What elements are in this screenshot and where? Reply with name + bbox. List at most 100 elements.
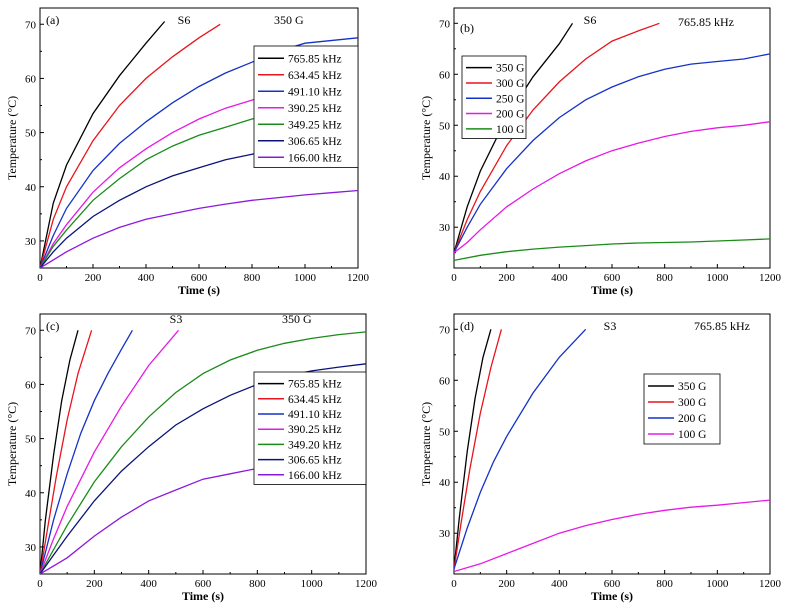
x-tick-label: 0 bbox=[451, 272, 457, 284]
legend-entry: 350 G bbox=[678, 381, 706, 393]
legend-entry: 100 G bbox=[496, 124, 524, 136]
legend-box bbox=[461, 55, 527, 139]
x-axis-label: Time (s) bbox=[182, 589, 224, 603]
y-tick-label: 60 bbox=[25, 379, 37, 391]
y-tick-label: 30 bbox=[25, 542, 37, 554]
x-tick-label: 400 bbox=[140, 578, 157, 590]
series-line-349-20-khz bbox=[40, 331, 366, 574]
x-tick-label: 0 bbox=[37, 272, 43, 284]
x-tick-label: 600 bbox=[604, 578, 621, 590]
legend-entry: 300 G bbox=[678, 397, 706, 409]
legend-entry: 166.00 kHz bbox=[288, 470, 342, 482]
legend-entry: 765.85 kHz bbox=[288, 379, 342, 391]
x-tick-label: 1200 bbox=[347, 272, 370, 284]
legend-entry: 491.10 kHz bbox=[288, 409, 342, 421]
x-tick-label: 600 bbox=[604, 272, 621, 284]
panel-label: (d) bbox=[460, 319, 474, 333]
y-tick-label: 70 bbox=[439, 324, 451, 336]
legend-entry: 200 G bbox=[678, 413, 706, 425]
legend-entry: 634.45 kHz bbox=[288, 394, 342, 406]
y-axis-label: Temperature (°C) bbox=[419, 96, 433, 180]
legend-box bbox=[253, 371, 367, 485]
x-tick-label: 1000 bbox=[294, 272, 317, 284]
y-tick-label: 70 bbox=[25, 325, 37, 337]
condition-label: 765.85 kHz bbox=[694, 319, 750, 333]
series-line-350-g bbox=[454, 329, 492, 569]
y-tick-label: 30 bbox=[439, 528, 451, 540]
x-tick-label: 800 bbox=[656, 272, 673, 284]
y-tick-label: 30 bbox=[25, 236, 37, 248]
legend-entry: 390.25 kHz bbox=[288, 424, 342, 436]
panel-label: (c) bbox=[46, 319, 59, 333]
x-tick-label: 400 bbox=[551, 272, 568, 284]
legend-entry: 300 G bbox=[496, 78, 524, 90]
condition-label: 350 G bbox=[274, 13, 304, 27]
legend-entry: 250 G bbox=[496, 93, 524, 105]
sample-label: S6 bbox=[178, 13, 191, 27]
legend-entry: 306.65 kHz bbox=[288, 455, 342, 467]
x-tick-label: 200 bbox=[498, 272, 515, 284]
y-tick-label: 50 bbox=[25, 434, 37, 446]
series-line-100-g bbox=[454, 238, 770, 262]
legend-entry: 491.10 kHz bbox=[288, 86, 342, 98]
legend-entry: 634.45 kHz bbox=[288, 70, 342, 82]
y-tick-label: 70 bbox=[25, 19, 37, 31]
x-tick-label: 600 bbox=[195, 578, 212, 590]
x-tick-label: 400 bbox=[551, 578, 568, 590]
legend-entry: 765.85 kHz bbox=[288, 53, 342, 65]
y-tick-label: 50 bbox=[439, 426, 451, 438]
condition-label: 350 G bbox=[282, 312, 312, 326]
series-line-166-00-khz bbox=[40, 189, 358, 268]
x-tick-label: 200 bbox=[85, 272, 102, 284]
x-tick-label: 800 bbox=[244, 272, 261, 284]
series-line-306-65-khz bbox=[40, 148, 279, 268]
legend-entry: 349.25 kHz bbox=[288, 119, 342, 131]
legend-entry: 100 G bbox=[678, 429, 706, 441]
panel-d: 0 200 400 600 800 1000 1200 30 40 50 60 70 Time (s) T… bbox=[419, 313, 782, 603]
panel-a: 0 200 400 600 800 1000 1200 30 40 50 60 70 Time (s) T… bbox=[5, 7, 370, 297]
y-tick-label: 70 bbox=[439, 18, 451, 30]
x-tick-label: 1000 bbox=[706, 272, 729, 284]
x-tick-label: 400 bbox=[138, 272, 155, 284]
y-axis-label: Temperature (°C) bbox=[419, 402, 433, 486]
series-line-390-25-khz bbox=[40, 329, 179, 574]
legend-entry: 349.20 kHz bbox=[288, 439, 342, 451]
legend-entry: 166.00 kHz bbox=[288, 152, 342, 164]
x-tick-label: 800 bbox=[249, 578, 266, 590]
series-line-300-g bbox=[454, 329, 503, 569]
panel-label: (a) bbox=[46, 13, 59, 27]
y-axis-label: Temperature (°C) bbox=[5, 402, 19, 486]
x-tick-label: 1200 bbox=[759, 578, 782, 590]
y-axis-label: Temperature (°C) bbox=[5, 96, 19, 180]
legend-entry: 306.65 kHz bbox=[288, 136, 342, 148]
y-tick-label: 40 bbox=[439, 171, 451, 183]
legend-entry: 350 G bbox=[496, 63, 524, 75]
y-tick-label: 40 bbox=[439, 477, 451, 489]
y-tick-label: 50 bbox=[439, 120, 451, 132]
x-axis-label: Time (s) bbox=[591, 283, 633, 297]
plot-frame bbox=[453, 313, 771, 575]
y-tick-label: 60 bbox=[439, 69, 451, 81]
x-tick-label: 0 bbox=[37, 578, 43, 590]
y-tick-label: 60 bbox=[25, 73, 37, 85]
x-tick-label: 200 bbox=[498, 578, 515, 590]
x-tick-label: 800 bbox=[656, 578, 673, 590]
x-axis-label: Time (s) bbox=[178, 283, 220, 297]
panel-label: (b) bbox=[460, 21, 474, 35]
series-line-200-g bbox=[454, 328, 587, 570]
y-tick-label: 40 bbox=[25, 182, 37, 194]
x-tick-label: 200 bbox=[86, 578, 103, 590]
legend-entry: 200 G bbox=[496, 109, 524, 121]
x-tick-label: 600 bbox=[191, 272, 208, 284]
x-tick-label: 0 bbox=[451, 578, 457, 590]
legend-box bbox=[253, 45, 359, 168]
series-line-300-g bbox=[454, 22, 660, 253]
y-tick-label: 50 bbox=[25, 128, 37, 140]
series-line-250-g bbox=[454, 53, 770, 253]
y-tick-label: 30 bbox=[439, 222, 451, 234]
panel-b: 0 200 400 600 800 1000 1200 30 40 50 60 70 Time (s) T… bbox=[419, 7, 782, 297]
sample-label: S3 bbox=[170, 312, 183, 326]
x-tick-label: 1000 bbox=[706, 578, 729, 590]
x-axis-label: Time (s) bbox=[591, 589, 633, 603]
